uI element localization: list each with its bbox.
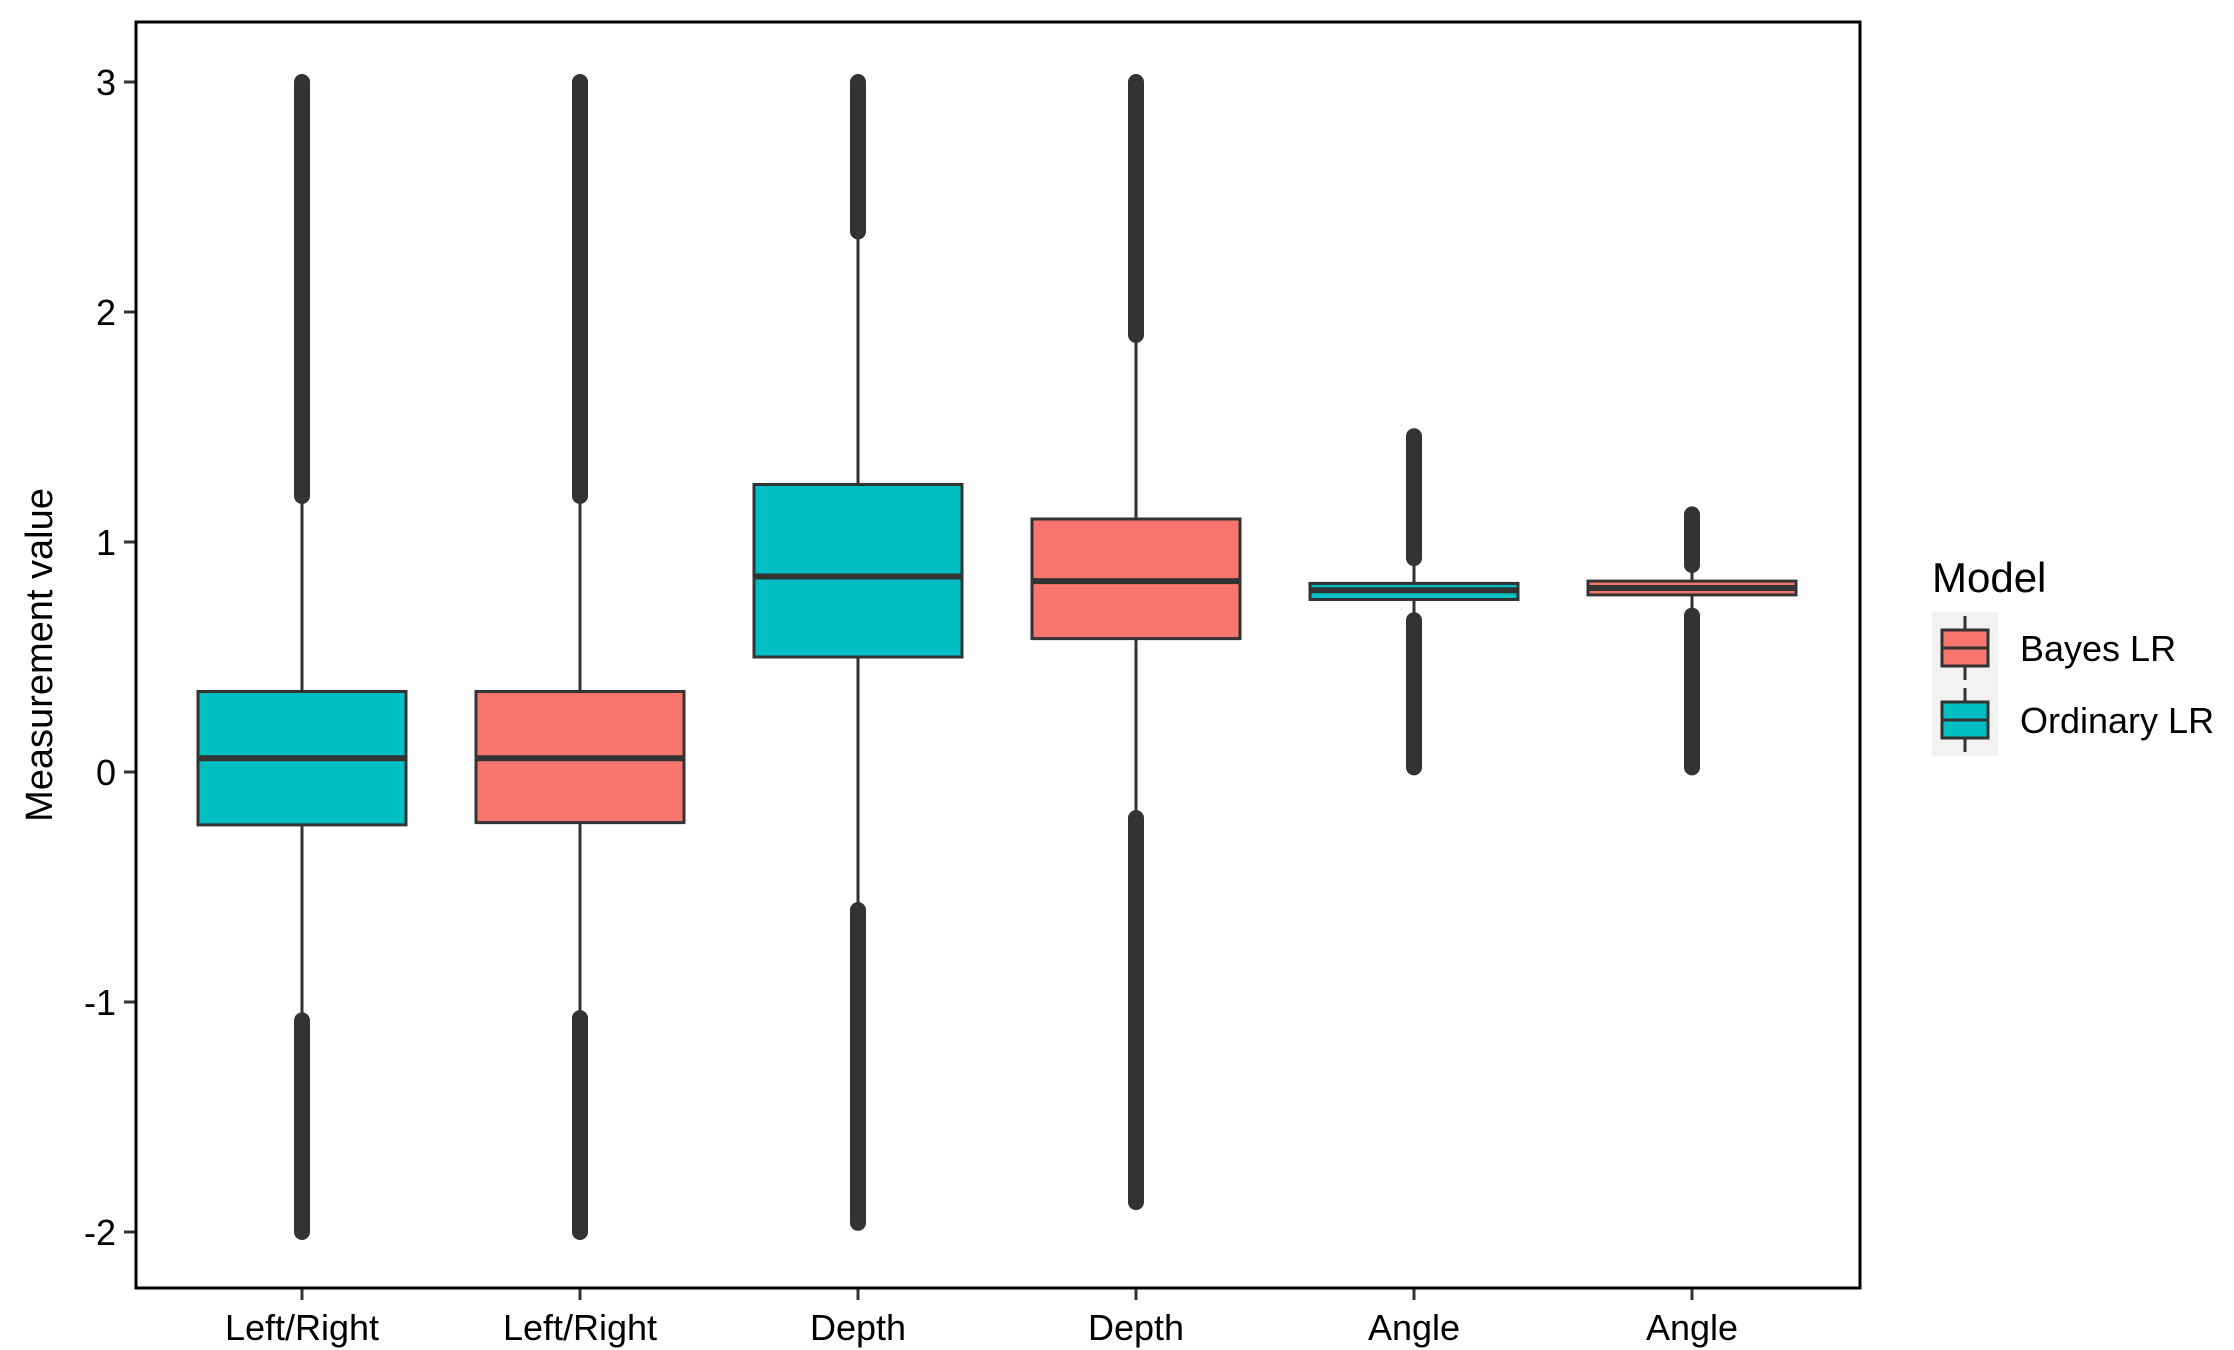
- box-2: [474, 74, 686, 1240]
- legend-label: Ordinary LR: [2020, 700, 2214, 741]
- y-tick-label: 2: [96, 292, 116, 333]
- box-iqr: [752, 483, 964, 659]
- y-tick-label: -2: [84, 1212, 116, 1253]
- x-tick-label: Angle: [1368, 1307, 1460, 1348]
- outliers-high: [1128, 74, 1144, 343]
- legend: Model Bayes LR Ordinary LR: [1932, 554, 2214, 756]
- legend-title: Model: [1932, 554, 2046, 601]
- plot-area: [196, 74, 1798, 1240]
- y-tick-label: 1: [96, 522, 116, 563]
- outliers-high: [1406, 428, 1422, 567]
- legend-label: Bayes LR: [2020, 628, 2176, 669]
- outliers-high: [1684, 506, 1700, 573]
- outliers-high: [572, 74, 588, 504]
- x-tick-label: Depth: [1088, 1307, 1184, 1348]
- outliers-low: [294, 1012, 310, 1240]
- box-3: [752, 74, 964, 1231]
- outliers-low: [1684, 607, 1700, 776]
- box-4: [1030, 74, 1242, 1211]
- box-5: [1308, 428, 1520, 776]
- x-tick-label: Left/Right: [225, 1307, 379, 1348]
- legend-item: Bayes LR: [1932, 612, 2176, 684]
- outliers-high: [850, 74, 866, 240]
- x-tick-label: Left/Right: [503, 1307, 657, 1348]
- y-axis-title: Measurement value: [19, 488, 61, 822]
- panel-border: [134, 20, 1862, 1290]
- x-axis: Left/Right Left/Right Depth Depth Angle Angle: [225, 1288, 1738, 1348]
- x-tick-label: Depth: [810, 1307, 906, 1348]
- legend-item: Ordinary LR: [1932, 684, 2214, 756]
- outliers-low: [1128, 810, 1144, 1211]
- y-tick-label: 0: [96, 752, 116, 793]
- y-axis: -2 -1 0 1 2 3: [84, 62, 136, 1253]
- y-tick-label: -1: [84, 982, 116, 1023]
- y-tick-label: 3: [96, 62, 116, 103]
- box-6: [1586, 506, 1798, 776]
- x-tick-label: Angle: [1646, 1307, 1738, 1348]
- box-1: [196, 74, 408, 1240]
- outliers-low: [572, 1010, 588, 1240]
- outliers-low: [850, 902, 866, 1231]
- outliers-low: [1406, 612, 1422, 776]
- outliers-high: [294, 74, 310, 504]
